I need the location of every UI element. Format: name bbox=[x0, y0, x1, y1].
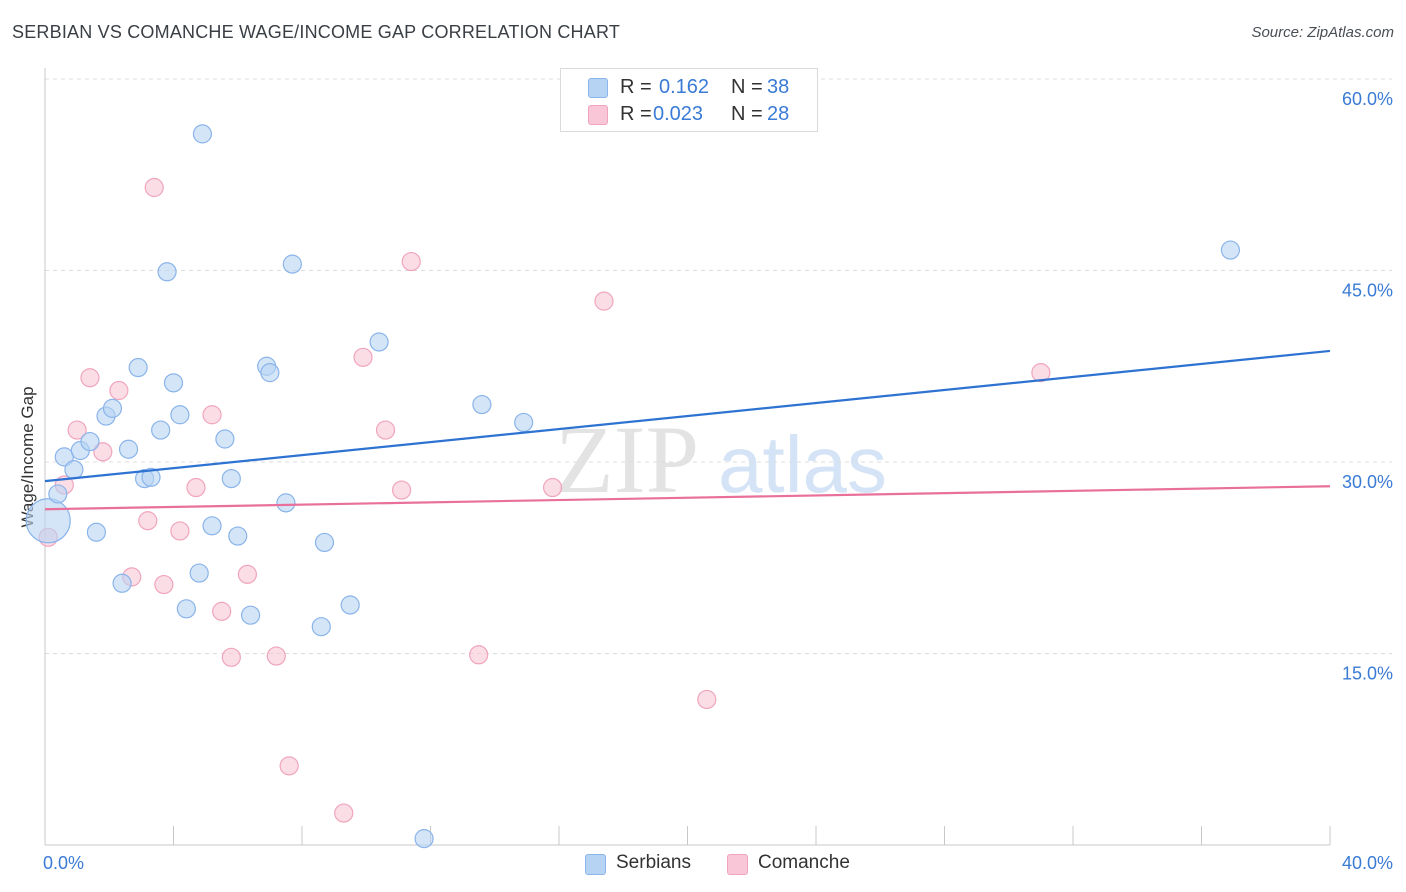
n-value: 28 bbox=[767, 103, 790, 125]
comanche-point bbox=[1031, 363, 1051, 383]
r-value: 0.162 bbox=[659, 76, 710, 98]
comanche-point bbox=[353, 347, 373, 367]
comanche-point bbox=[334, 803, 354, 823]
comanche-point bbox=[401, 251, 421, 272]
watermark-zip: ZIP bbox=[555, 406, 699, 513]
comanche-point bbox=[67, 420, 87, 440]
comanche-swatch bbox=[588, 105, 608, 125]
comanche-point bbox=[266, 646, 286, 666]
serbian-point bbox=[414, 829, 434, 849]
chart-title: SERBIAN VS COMANCHE WAGE/INCOME GAP CORR… bbox=[12, 22, 621, 42]
serbian-point bbox=[48, 484, 68, 504]
serbians-swatch bbox=[588, 78, 608, 98]
serbian-point bbox=[170, 405, 190, 425]
x-tick-label-max: 40.0% bbox=[1342, 853, 1393, 873]
comanche-point bbox=[221, 647, 241, 667]
comanche-point bbox=[594, 291, 614, 311]
serbian-point bbox=[276, 493, 296, 513]
serbian-point bbox=[141, 467, 161, 487]
n-label: N = bbox=[731, 103, 763, 125]
y-tick-label: 15.0% bbox=[1342, 664, 1393, 684]
serbian-points bbox=[25, 124, 1241, 849]
serbian-point bbox=[514, 412, 534, 433]
axes bbox=[44, 68, 1331, 846]
r-value: 0.023 bbox=[653, 103, 704, 125]
stats-legend: R = 0.162 N = 38 R = 0.023 N = 28 bbox=[560, 68, 818, 132]
comanche-point bbox=[375, 420, 396, 440]
serbian-point bbox=[176, 599, 196, 619]
serbians-swatch bbox=[585, 854, 606, 875]
comanche-trend-line bbox=[44, 485, 1331, 511]
comanche-point bbox=[391, 480, 412, 500]
comanche-point bbox=[80, 368, 100, 388]
serbian-point bbox=[112, 573, 132, 593]
n-label: N = bbox=[731, 76, 763, 98]
serbian-point bbox=[340, 595, 360, 615]
comanche-point bbox=[93, 442, 113, 462]
serbians-label: Serbians bbox=[616, 852, 691, 873]
comanche-point bbox=[469, 645, 489, 665]
comanche-point bbox=[138, 511, 158, 531]
comanche-point bbox=[237, 564, 257, 584]
comanche-point bbox=[212, 601, 232, 621]
y-tick-label: 60.0% bbox=[1342, 89, 1393, 109]
serbian-point bbox=[128, 357, 148, 378]
serbian-point bbox=[241, 605, 261, 625]
x-tick-label-min: 0.0% bbox=[43, 853, 84, 873]
comanche-point bbox=[186, 477, 206, 498]
serbian-point bbox=[102, 398, 123, 418]
comanche-points bbox=[38, 177, 1051, 823]
comanche-point bbox=[154, 574, 174, 595]
comanche-point bbox=[279, 756, 299, 776]
serbian-point bbox=[282, 254, 302, 274]
y-tick-label: 30.0% bbox=[1342, 472, 1393, 492]
serbian-point bbox=[64, 460, 84, 480]
serbian-point bbox=[221, 468, 241, 489]
serbian-point bbox=[80, 431, 100, 452]
serbian-point bbox=[118, 439, 139, 459]
serbian-point bbox=[228, 526, 248, 546]
serbians-trend-line bbox=[44, 349, 1331, 483]
watermark: ZIP atlas bbox=[555, 406, 887, 513]
n-value: 38 bbox=[767, 76, 790, 98]
r-label: R = bbox=[620, 76, 652, 98]
serbian-point bbox=[157, 262, 177, 282]
serbian-point bbox=[311, 617, 331, 637]
serbian-point bbox=[1220, 240, 1241, 260]
legend-row-comanche: R = 0.023 N = 28 bbox=[561, 101, 817, 127]
trend-lines bbox=[44, 349, 1331, 511]
comanche-point bbox=[144, 177, 164, 198]
comanche-swatch bbox=[727, 854, 748, 875]
serbian-point bbox=[163, 373, 184, 393]
serbian-point bbox=[151, 420, 171, 440]
comanche-point bbox=[542, 477, 563, 498]
serbian-point bbox=[189, 563, 209, 583]
serbian-point bbox=[25, 498, 71, 544]
y-axis-label: Wage/Income Gap bbox=[18, 386, 37, 527]
comanche-point bbox=[697, 689, 717, 710]
serbian-point bbox=[314, 532, 335, 553]
serbian-point bbox=[202, 516, 222, 536]
serbian-point bbox=[192, 124, 213, 144]
serbian-point bbox=[472, 394, 492, 415]
comanche-point bbox=[202, 405, 222, 425]
serbian-point bbox=[369, 332, 389, 352]
serbian-point bbox=[215, 429, 235, 449]
legend-row-serbians: R = 0.162 N = 38 bbox=[561, 74, 817, 100]
comanche-label: Comanche bbox=[758, 852, 850, 873]
comanche-point bbox=[170, 521, 190, 541]
source-label: Source: ZipAtlas.com bbox=[1251, 24, 1394, 41]
tick-labels: 60.0% 45.0% 30.0% 15.0% 0.0% 40.0% bbox=[43, 89, 1393, 873]
serbian-point bbox=[260, 363, 280, 383]
r-label: R = bbox=[620, 103, 652, 125]
y-tick-label: 45.0% bbox=[1342, 281, 1393, 301]
comanche-point bbox=[109, 380, 129, 401]
serbian-point bbox=[86, 522, 107, 542]
